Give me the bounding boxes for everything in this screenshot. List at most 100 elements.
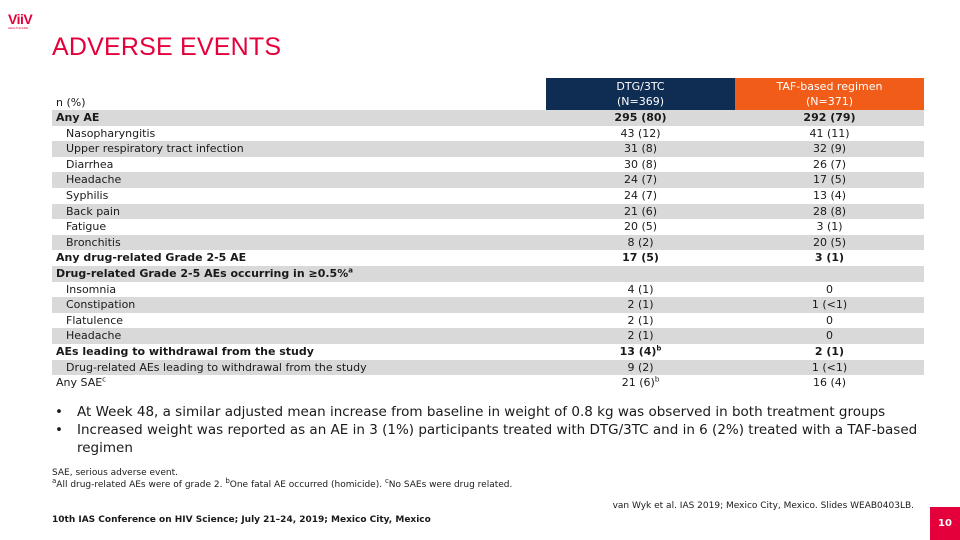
cell-value: 2 (1) (627, 329, 654, 343)
cell-footnote-mark: b (656, 344, 662, 353)
row-label-text: Diarrhea (66, 157, 114, 171)
row-label-text: Drug-related Grade 2-5 AEs occurring in … (56, 266, 349, 280)
table-row: Drug-related Grade 2-5 AEs occurring in … (52, 265, 924, 282)
cell-dtg-3tc: 295 (80) (546, 110, 735, 126)
cell-taf-regimen: 13 (4) (735, 188, 924, 204)
cell-value: 17 (5) (622, 251, 659, 265)
cell-value: 20 (5) (623, 220, 658, 234)
cell-dtg-3tc: 13 (4)b (546, 344, 735, 360)
page-number: 10 (930, 507, 960, 540)
cell-value: 3 (1) (816, 220, 843, 234)
table-row: Nasopharyngitis 43 (12) 41 (11) (52, 126, 924, 142)
row-label-text: Any drug-related Grade 2-5 AE (56, 251, 247, 265)
table-row: Any AE 295 (80) 292 (79) (52, 110, 924, 126)
row-label-text: Bronchitis (66, 235, 121, 249)
table-row: Upper respiratory tract infection 31 (8) 3… (52, 141, 924, 157)
cell-value: 16 (4) (812, 376, 847, 390)
row-label-footnote-mark: c (102, 375, 107, 384)
row-label: Headache (66, 328, 121, 344)
footnote-a-text: All drug-related AEs were of grade 2. (56, 480, 226, 490)
cell-value: 292 (79) (803, 111, 856, 124)
column-name: TAF-based regimen (776, 80, 883, 93)
bullet-text: Increased weight was reported as an AE i… (77, 422, 918, 456)
column-name: DTG/3TC (616, 80, 665, 93)
row-label: Drug-related Grade 2-5 AEs occurring in … (56, 266, 353, 282)
cell-dtg-3tc: 4 (1) (546, 282, 735, 298)
cell-value: 32 (9) (812, 142, 847, 156)
row-label-text: Headache (66, 329, 122, 343)
row-label-text: Headache (66, 173, 122, 187)
cell-dtg-3tc: 43 (12) (546, 126, 735, 142)
cell-value: 26 (7) (812, 157, 847, 171)
table-row: Constipation 2 (1) 1 (<1) (52, 297, 924, 313)
cell-dtg-3tc: 9 (2) (546, 360, 735, 376)
cell-value: 2 (1) (627, 313, 654, 327)
table-row: Headache 24 (7) 17 (5) (52, 172, 924, 188)
cell-taf-regimen: 17 (5) (735, 172, 924, 188)
cell-taf-regimen: 3 (1) (735, 250, 924, 266)
cell-value: 4 (1) (627, 282, 654, 296)
table-row: Any drug-related Grade 2-5 AE 17 (5) 3 (1) (52, 250, 924, 266)
table-row: Drug-related AEs leading to withdrawal f… (52, 359, 924, 376)
row-label-text: Drug-related AEs leading to withdrawal f… (66, 360, 367, 374)
table-header: n (%) DTG/3TC (N=369) TAF-based regimen … (52, 78, 924, 110)
column-n: (N=369) (616, 95, 665, 108)
row-label: Any AE (56, 110, 99, 126)
cell-dtg-3tc: 8 (2) (546, 235, 735, 251)
bullet-item: • At Week 48, a similar adjusted mean in… (55, 403, 935, 421)
cell-value: 295 (80) (614, 111, 667, 124)
cell-dtg-3tc: 21 (6)b (546, 375, 735, 391)
table-row: Fatigue 20 (5) 3 (1) (52, 219, 924, 235)
row-label: Flatulence (66, 313, 123, 329)
cell-taf-regimen: 1 (<1) (735, 360, 924, 376)
row-label-text: Upper respiratory tract infection (66, 142, 244, 156)
bullet-list: • At Week 48, a similar adjusted mean in… (55, 403, 935, 457)
cell-dtg-3tc: 2 (1) (546, 328, 735, 344)
row-label: Headache (66, 172, 121, 188)
viiv-logo: ViiV HEALTHCARE (8, 12, 38, 34)
logo-mark: ViiV (8, 11, 33, 27)
conference-footer: 10th IAS Conference on HIV Science; July… (52, 515, 431, 525)
cell-taf-regimen: 32 (9) (735, 141, 924, 157)
cell-taf-regimen: 0 (735, 328, 924, 344)
footnote-c-mark: c (384, 477, 389, 485)
row-label-text: Syphilis (66, 188, 109, 202)
cell-value: 2 (1) (627, 298, 654, 312)
row-label: Drug-related AEs leading to withdrawal f… (66, 360, 367, 376)
row-label-text: Insomnia (66, 282, 117, 296)
row-label-footnote-mark: a (348, 266, 353, 275)
reference-citation: van Wyk et al. IAS 2019; Mexico City, Me… (612, 501, 914, 511)
cell-dtg-3tc: 24 (7) (546, 188, 735, 204)
footnote-c-text: No SAEs were drug related. (388, 480, 513, 490)
row-label: Insomnia (66, 282, 116, 298)
row-label: Constipation (66, 297, 135, 313)
row-label-text: Constipation (66, 298, 136, 312)
cell-taf-regimen: 0 (735, 313, 924, 329)
bullet-item: • Increased weight was reported as an AE… (55, 421, 935, 457)
cell-value: 20 (5) (812, 235, 847, 249)
table-body: Any AE 295 (80) 292 (79) Nasopharyngitis 43 … (52, 110, 924, 391)
row-label: AEs leading to withdrawal from the study (56, 344, 314, 360)
column-header-dtg-3tc: DTG/3TC (N=369) (546, 78, 735, 110)
cell-footnote-mark: b (654, 375, 660, 384)
cell-dtg-3tc: 17 (5) (546, 250, 735, 266)
row-label: Any SAEc (56, 375, 106, 391)
row-label-text: Fatigue (66, 220, 107, 234)
footnote-b-mark: b (225, 477, 230, 485)
cell-dtg-3tc: 21 (6) (546, 204, 735, 220)
column-n: (N=371) (805, 95, 854, 108)
cell-value: 0 (826, 329, 833, 343)
row-label-text: AEs leading to withdrawal from the study (56, 344, 314, 358)
row-label: Upper respiratory tract infection (66, 141, 244, 157)
cell-taf-regimen: 1 (<1) (735, 297, 924, 313)
cell-value: 31 (8) (623, 142, 658, 156)
footnotes: SAE, serious adverse event. aAll drug-re… (52, 467, 512, 491)
cell-value: 8 (2) (627, 235, 654, 249)
cell-taf-regimen: 16 (4) (735, 375, 924, 391)
cell-value: 24 (7) (623, 173, 658, 187)
cell-taf-regimen: 0 (735, 282, 924, 298)
footnote-a-mark: a (52, 477, 57, 485)
row-label: Fatigue (66, 219, 106, 235)
cell-taf-regimen: 26 (7) (735, 157, 924, 173)
row-label-text: Nasopharyngitis (66, 126, 156, 140)
